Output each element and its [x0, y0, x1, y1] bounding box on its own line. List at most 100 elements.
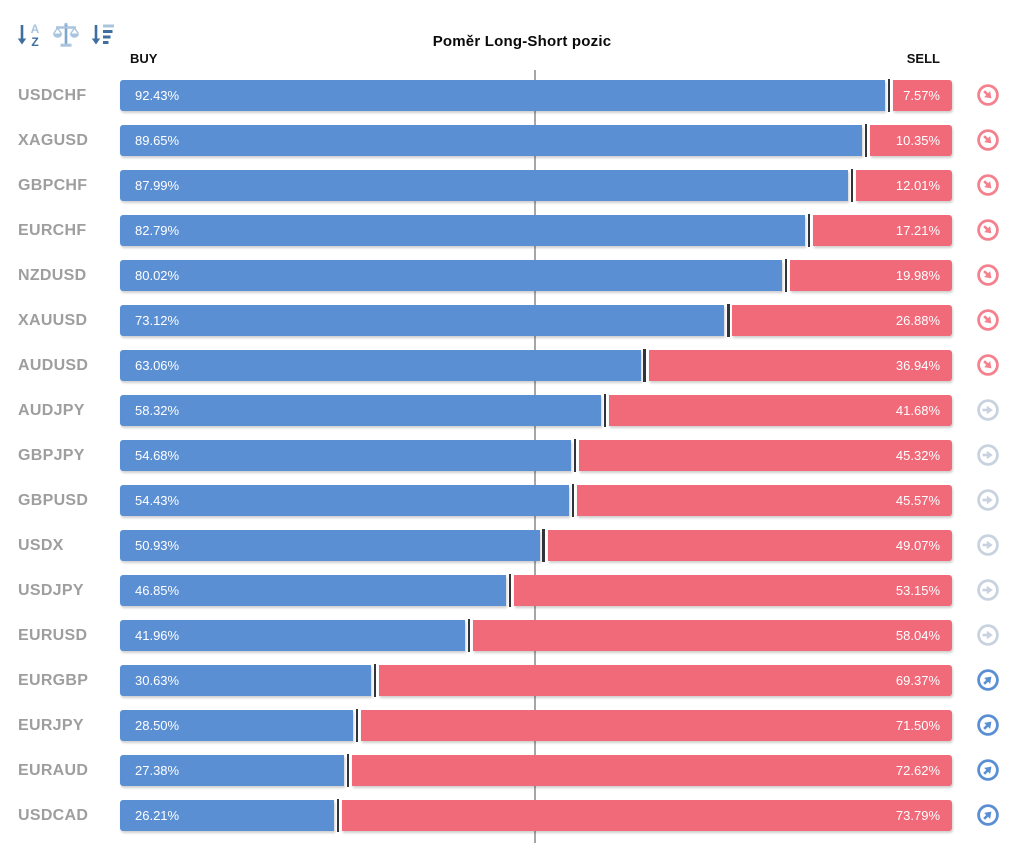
buy-bar-segment: 26.21% [120, 800, 335, 831]
sell-value: 26.88% [895, 313, 940, 328]
bar-divider [887, 79, 891, 112]
chart-row: AUDJPY 58.32% 41.68% [0, 394, 1027, 427]
ratio-bar: 28.50% 71.50% [120, 709, 952, 742]
trend-right-icon[interactable] [976, 533, 1000, 557]
balance-scale-icon[interactable] [51, 20, 81, 50]
sort-alphabetical-icon[interactable]: A Z [14, 20, 44, 50]
sell-value: 12.01% [895, 178, 940, 193]
bar-divider [807, 214, 811, 247]
instrument-label: XAGUSD [18, 132, 89, 149]
trend-up-right-icon[interactable] [976, 758, 1000, 782]
sell-value: 19.98% [895, 268, 940, 283]
buy-bar-segment: 80.02% [120, 260, 782, 291]
buy-value: 54.43% [135, 493, 180, 508]
buy-value: 54.68% [135, 448, 180, 463]
sell-bar-segment: 19.98% [789, 260, 952, 291]
buy-value: 92.43% [135, 88, 180, 103]
sell-value: 49.07% [895, 538, 940, 553]
buy-bar-segment: 63.06% [120, 350, 641, 381]
trend-up-right-icon[interactable] [976, 803, 1000, 827]
sell-value: 10.35% [895, 133, 940, 148]
instrument-label: XAUUSD [18, 312, 88, 329]
trend-right-icon[interactable] [976, 443, 1000, 467]
ratio-bar: 92.43% 7.57% [120, 79, 952, 112]
trend-up-right-icon[interactable] [976, 713, 1000, 737]
buy-value: 41.96% [135, 628, 180, 643]
trend-right-icon[interactable] [976, 578, 1000, 602]
chart-row: USDJPY 46.85% 53.15% [0, 574, 1027, 607]
ratio-bar: 50.93% 49.07% [120, 529, 952, 562]
bar-divider [373, 664, 377, 697]
sell-bar-segment: 71.50% [361, 710, 952, 741]
ratio-bar: 80.02% 19.98% [120, 259, 952, 292]
sell-bar-segment: 49.07% [547, 530, 952, 561]
buy-value: 82.79% [135, 223, 180, 238]
sell-axis-label: SELL [906, 51, 940, 66]
sell-value: 36.94% [895, 358, 940, 373]
svg-text:Z: Z [31, 35, 38, 49]
ratio-bar: 41.96% 58.04% [120, 619, 952, 652]
bar-divider [571, 484, 575, 517]
trend-down-right-icon[interactable] [976, 83, 1000, 107]
buy-bar-segment: 54.68% [120, 440, 571, 471]
instrument-label: USDJPY [18, 582, 84, 599]
bar-divider [573, 439, 577, 472]
instrument-label: EURJPY [18, 717, 84, 734]
trend-up-right-icon[interactable] [976, 668, 1000, 692]
instrument-label: AUDUSD [18, 357, 89, 374]
bar-divider [784, 259, 788, 292]
bar-divider [850, 169, 854, 202]
sell-bar-segment: 69.37% [378, 665, 952, 696]
sell-value: 45.32% [895, 448, 940, 463]
instrument-label: EURCHF [18, 222, 87, 239]
buy-value: 26.21% [135, 808, 180, 823]
ratio-bar: 87.99% 12.01% [120, 169, 952, 202]
buy-bar-segment: 28.50% [120, 710, 354, 741]
bar-divider [643, 349, 646, 382]
bar-divider [508, 574, 512, 607]
buy-bar-segment: 41.96% [120, 620, 466, 651]
trend-down-right-icon[interactable] [976, 308, 1000, 332]
chart-row: USDX 50.93% 49.07% [0, 529, 1027, 562]
buy-value: 80.02% [135, 268, 180, 283]
bar-divider [336, 799, 340, 832]
instrument-label: GBPCHF [18, 177, 88, 194]
sell-bar-segment: 58.04% [473, 620, 952, 651]
bar-divider [346, 754, 350, 787]
buy-bar-segment: 73.12% [120, 305, 725, 336]
ratio-bar: 73.12% 26.88% [120, 304, 952, 337]
ratio-bar: 46.85% 53.15% [120, 574, 952, 607]
trend-down-right-icon[interactable] [976, 128, 1000, 152]
sell-value: 45.57% [895, 493, 940, 508]
ratio-bar: 26.21% 73.79% [120, 799, 952, 832]
ratio-bar: 54.68% 45.32% [120, 439, 952, 472]
sort-amount-icon[interactable] [88, 20, 118, 50]
trend-down-right-icon[interactable] [976, 173, 1000, 197]
chart-row: GBPCHF 87.99% 12.01% [0, 169, 1027, 202]
trend-right-icon[interactable] [976, 623, 1000, 647]
trend-down-right-icon[interactable] [976, 353, 1000, 377]
trend-down-right-icon[interactable] [976, 218, 1000, 242]
buy-bar-segment: 89.65% [120, 125, 862, 156]
trend-down-right-icon[interactable] [976, 263, 1000, 287]
buy-value: 73.12% [135, 313, 180, 328]
sell-value: 53.15% [895, 583, 940, 598]
buy-value: 89.65% [135, 133, 180, 148]
sell-value: 7.57% [903, 88, 940, 103]
instrument-label: USDCHF [18, 87, 87, 104]
sell-value: 41.68% [895, 403, 940, 418]
buy-value: 28.50% [135, 718, 180, 733]
buy-value: 63.06% [135, 358, 180, 373]
bar-divider [467, 619, 471, 652]
sell-value: 58.04% [895, 628, 940, 643]
trend-right-icon[interactable] [976, 398, 1000, 422]
sell-value: 73.79% [895, 808, 940, 823]
trend-right-icon[interactable] [976, 488, 1000, 512]
buy-value: 58.32% [135, 403, 180, 418]
sell-bar-segment: 45.32% [578, 440, 952, 471]
sell-bar-segment: 72.62% [351, 755, 952, 786]
buy-value: 87.99% [135, 178, 180, 193]
ratio-bar: 89.65% 10.35% [120, 124, 952, 157]
buy-value: 50.93% [135, 538, 180, 553]
buy-value: 30.63% [135, 673, 180, 688]
